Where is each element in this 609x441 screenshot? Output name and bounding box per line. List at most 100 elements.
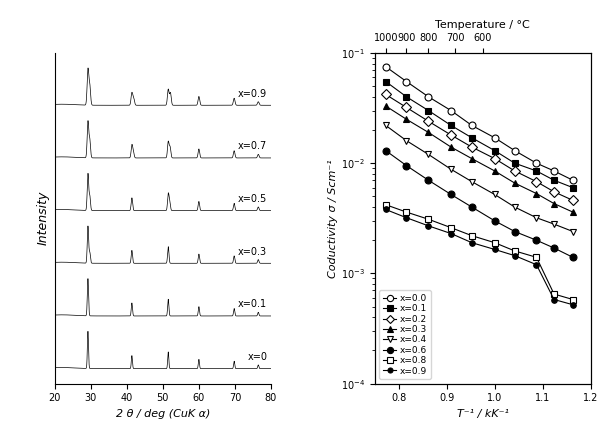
x=0.0 bbox=[533, 161, 540, 166]
x=0.4 bbox=[468, 179, 476, 184]
x=0.4 bbox=[448, 167, 455, 172]
x=0.4 bbox=[425, 152, 432, 157]
x=0.6 bbox=[468, 204, 476, 209]
x=0.6 bbox=[448, 192, 455, 197]
x=0.6 bbox=[382, 148, 389, 153]
x=0.4 bbox=[382, 123, 389, 128]
x=0.3 bbox=[511, 180, 518, 186]
x=0.3 bbox=[382, 103, 389, 108]
x=0.3 bbox=[551, 201, 558, 206]
X-axis label: T⁻¹ / kK⁻¹: T⁻¹ / kK⁻¹ bbox=[457, 409, 509, 419]
x=0.8 bbox=[448, 225, 455, 230]
Line: x=0.0: x=0.0 bbox=[382, 63, 576, 184]
x=0.3 bbox=[425, 130, 432, 135]
x=0.6 bbox=[425, 178, 432, 183]
Text: x=0.5: x=0.5 bbox=[238, 194, 267, 204]
x=0.4 bbox=[511, 204, 518, 209]
x=0.2 bbox=[491, 156, 498, 161]
Line: x=0.2: x=0.2 bbox=[382, 91, 576, 204]
x=0.2 bbox=[569, 198, 577, 203]
x=0.6 bbox=[551, 245, 558, 250]
x=0.4 bbox=[551, 221, 558, 227]
x=0.2 bbox=[468, 144, 476, 149]
x=0.9 bbox=[569, 302, 577, 307]
x=0.0 bbox=[569, 178, 577, 183]
X-axis label: 2 θ / deg (CuK α): 2 θ / deg (CuK α) bbox=[116, 409, 210, 419]
x=0.6 bbox=[491, 218, 498, 224]
x=0.2 bbox=[425, 119, 432, 124]
x=0.9 bbox=[448, 231, 455, 236]
x=0.4 bbox=[569, 229, 577, 234]
x=0.3 bbox=[448, 144, 455, 149]
x=0.2 bbox=[533, 179, 540, 184]
x=0.9 bbox=[533, 262, 540, 267]
Y-axis label: Intensity: Intensity bbox=[37, 191, 49, 246]
x=0.1 bbox=[511, 161, 518, 166]
x=0.8 bbox=[533, 254, 540, 260]
x=0.3 bbox=[491, 168, 498, 174]
x=0.0 bbox=[511, 148, 518, 153]
x=0.0 bbox=[403, 79, 410, 84]
x=0.8 bbox=[382, 202, 389, 207]
x=0.2 bbox=[403, 105, 410, 110]
x=0.2 bbox=[551, 189, 558, 194]
x=0.9 bbox=[511, 253, 518, 258]
Line: x=0.9: x=0.9 bbox=[383, 207, 576, 307]
x=0.8 bbox=[403, 209, 410, 215]
x=0.6 bbox=[511, 229, 518, 234]
x=0.4 bbox=[403, 138, 410, 143]
Line: x=0.1: x=0.1 bbox=[382, 78, 576, 191]
x=0.2 bbox=[511, 168, 518, 174]
x=0.6 bbox=[569, 254, 577, 260]
Text: x=0: x=0 bbox=[247, 352, 267, 362]
X-axis label: Temperature / °C: Temperature / °C bbox=[435, 20, 530, 30]
x=0.0 bbox=[382, 64, 389, 69]
x=0.0 bbox=[425, 94, 432, 99]
x=0.1 bbox=[382, 79, 389, 84]
x=0.1 bbox=[448, 123, 455, 128]
x=0.9 bbox=[491, 247, 498, 252]
Text: x=0.7: x=0.7 bbox=[238, 142, 267, 151]
x=0.0 bbox=[491, 135, 498, 140]
Line: x=0.8: x=0.8 bbox=[382, 201, 576, 303]
x=0.6 bbox=[403, 163, 410, 168]
x=0.8 bbox=[569, 297, 577, 302]
x=0.2 bbox=[382, 92, 389, 97]
x=0.8 bbox=[551, 292, 558, 297]
x=0.9 bbox=[425, 223, 432, 228]
x=0.9 bbox=[382, 207, 389, 212]
x=0.8 bbox=[491, 240, 498, 245]
Line: x=0.6: x=0.6 bbox=[382, 147, 576, 261]
Text: x=0.3: x=0.3 bbox=[238, 247, 267, 257]
x=0.4 bbox=[533, 215, 540, 220]
Line: x=0.3: x=0.3 bbox=[382, 102, 576, 216]
x=0.2 bbox=[448, 132, 455, 138]
x=0.0 bbox=[468, 123, 476, 128]
Text: x=0.9: x=0.9 bbox=[238, 89, 267, 99]
x=0.3 bbox=[569, 209, 577, 215]
x=0.1 bbox=[403, 94, 410, 99]
Y-axis label: Coductivity σ / Scm⁻¹: Coductivity σ / Scm⁻¹ bbox=[328, 159, 338, 278]
x=0.6 bbox=[533, 238, 540, 243]
Line: x=0.4: x=0.4 bbox=[382, 122, 576, 235]
x=0.9 bbox=[468, 240, 476, 245]
x=0.1 bbox=[551, 178, 558, 183]
x=0.3 bbox=[403, 117, 410, 122]
x=0.3 bbox=[468, 156, 476, 161]
x=0.0 bbox=[448, 108, 455, 113]
x=0.1 bbox=[468, 135, 476, 140]
x=0.8 bbox=[425, 217, 432, 222]
x=0.9 bbox=[403, 215, 410, 220]
x=0.1 bbox=[533, 168, 540, 174]
Legend: x=0.0, x=0.1, x=0.2, x=0.3, x=0.4, x=0.6, x=0.8, x=0.9: x=0.0, x=0.1, x=0.2, x=0.3, x=0.4, x=0.6… bbox=[379, 291, 431, 379]
x=0.0 bbox=[551, 168, 558, 174]
x=0.4 bbox=[491, 192, 498, 197]
x=0.3 bbox=[533, 191, 540, 196]
x=0.9 bbox=[551, 297, 558, 302]
x=0.8 bbox=[511, 248, 518, 254]
x=0.1 bbox=[569, 185, 577, 190]
x=0.1 bbox=[425, 108, 432, 113]
x=0.1 bbox=[491, 148, 498, 153]
Text: x=0.1: x=0.1 bbox=[238, 299, 267, 310]
x=0.8 bbox=[468, 233, 476, 238]
